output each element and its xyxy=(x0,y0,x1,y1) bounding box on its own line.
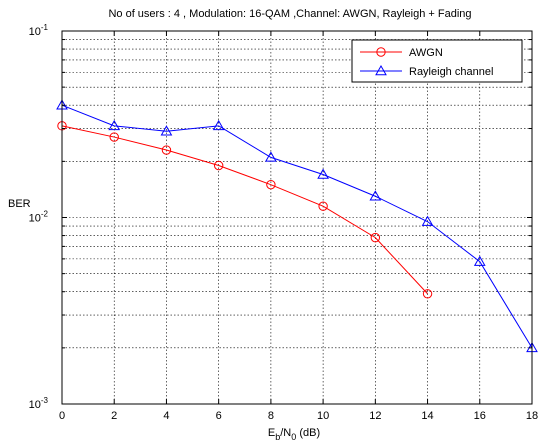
x-label-sub1: b xyxy=(275,432,280,442)
data-point-circle xyxy=(318,201,328,211)
y-tick-label: 10-1 xyxy=(29,23,49,38)
x-axis: 0 2 4 6 8 10 12 14 16 18 xyxy=(59,31,538,422)
legend-label: AWGN xyxy=(409,47,443,59)
legend: AWGN Rayleigh channel xyxy=(351,39,523,83)
y-tick-label: 10-3 xyxy=(29,396,49,411)
x-tick-label: 16 xyxy=(474,410,486,422)
legend-label: Rayleigh channel xyxy=(409,66,493,78)
y-tick-exponent: -2 xyxy=(41,210,49,219)
data-point-triangle xyxy=(375,64,387,76)
grid xyxy=(61,30,533,405)
data-point-circle xyxy=(376,47,386,57)
y-tick-base: 10 xyxy=(29,213,41,225)
x-tick-label: 10 xyxy=(317,410,329,422)
x-label-mid: /N xyxy=(280,427,291,439)
y-tick-exponent: -3 xyxy=(41,396,49,405)
y-tick-base: 10 xyxy=(29,26,41,38)
y-tick-base: 10 xyxy=(29,399,41,411)
data-point-circle xyxy=(109,132,119,142)
data-point-triangle xyxy=(212,119,225,131)
data-point-triangle xyxy=(160,125,173,136)
data-point-triangle xyxy=(265,151,277,162)
data-point-triangle xyxy=(421,215,434,226)
x-label-main: E xyxy=(268,427,275,439)
x-tick-label: 18 xyxy=(526,410,538,422)
data-point-circle xyxy=(422,289,433,299)
data-point-circle xyxy=(161,145,172,155)
data-point-circle xyxy=(370,232,381,243)
series-layer xyxy=(56,99,538,353)
series-line xyxy=(61,125,428,295)
x-tick-label: 2 xyxy=(111,410,117,422)
x-tick-label: 6 xyxy=(216,410,222,422)
data-point-triangle xyxy=(369,190,382,201)
chart-title: No of users : 4 , Modulation: 16-QAM ,Ch… xyxy=(108,8,471,20)
y-axis: 10-110-210-3 xyxy=(29,23,532,411)
y-tick-label: 10-2 xyxy=(29,210,49,225)
x-label-sub2: 0 xyxy=(291,432,296,442)
y-tick-exponent: -1 xyxy=(41,23,49,32)
data-point-circle xyxy=(266,179,276,190)
x-axis-label: Eb/N0 (dB) xyxy=(268,427,320,442)
data-point-circle xyxy=(213,160,224,171)
x-tick-label: 8 xyxy=(268,410,274,422)
x-tick-label: 0 xyxy=(59,410,65,422)
data-point-triangle xyxy=(473,255,486,266)
x-tick-label: 12 xyxy=(369,410,381,422)
data-point-triangle xyxy=(317,168,329,179)
x-label-unit: (dB) xyxy=(296,427,320,439)
series-line xyxy=(61,104,533,349)
x-tick-label: 4 xyxy=(163,410,169,422)
data-point-triangle xyxy=(108,119,121,131)
y-axis-label: BER xyxy=(8,198,31,210)
x-tick-label: 14 xyxy=(421,410,433,422)
